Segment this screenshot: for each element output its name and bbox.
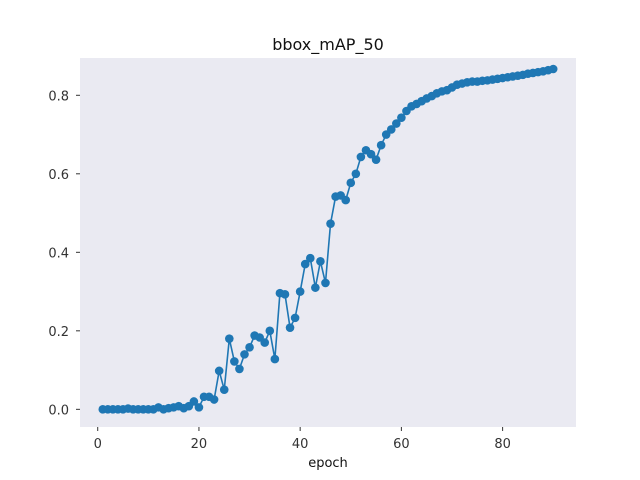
data-point <box>316 257 325 266</box>
data-point <box>305 253 315 263</box>
data-point <box>214 366 224 376</box>
data-point <box>265 326 275 336</box>
data-point <box>548 64 558 74</box>
y-tick-label: 0.2 <box>48 325 69 340</box>
data-point <box>356 152 366 162</box>
data-point <box>341 195 351 205</box>
data-point <box>366 149 376 159</box>
data-point <box>240 350 249 359</box>
data-point <box>260 338 270 347</box>
data-point <box>376 140 386 150</box>
y-tick-label: 0.6 <box>48 168 69 183</box>
data-point <box>311 283 320 292</box>
data-point <box>270 354 280 364</box>
x-tick-label: 40 <box>292 437 309 452</box>
data-point <box>285 323 295 332</box>
data-point <box>225 334 234 343</box>
x-tick-label: 60 <box>393 437 410 452</box>
data-point <box>245 343 254 352</box>
data-point <box>230 357 239 366</box>
x-tick-label: 80 <box>494 437 511 452</box>
data-point <box>189 397 199 406</box>
data-point <box>326 219 335 228</box>
data-point <box>219 385 229 395</box>
data-point <box>194 403 204 412</box>
y-tick-label: 0.0 <box>48 403 69 418</box>
data-point <box>386 125 396 134</box>
chart-title: bbox_mAP_50 <box>272 35 384 55</box>
x-axis-label: epoch <box>308 456 348 471</box>
marker-group <box>98 64 558 414</box>
tick-group: 0 20 40 60 80 0.0 0.2 0.4 0.6 0.8 <box>48 89 511 452</box>
data-point <box>290 313 300 323</box>
data-point <box>321 278 330 288</box>
data-point <box>351 169 361 179</box>
data-point <box>371 155 381 164</box>
y-tick-label: 0.8 <box>48 89 69 104</box>
data-point <box>392 119 401 128</box>
data-point <box>300 259 310 269</box>
data-point <box>209 395 219 404</box>
x-tick-label: 0 <box>94 437 102 452</box>
data-point <box>295 287 305 296</box>
plot-area <box>80 58 576 427</box>
data-point <box>397 113 406 122</box>
x-tick-label: 20 <box>191 437 208 452</box>
data-point <box>235 364 244 374</box>
y-tick-label: 0.4 <box>48 246 69 261</box>
data-point <box>346 178 356 188</box>
data-point <box>280 290 290 299</box>
